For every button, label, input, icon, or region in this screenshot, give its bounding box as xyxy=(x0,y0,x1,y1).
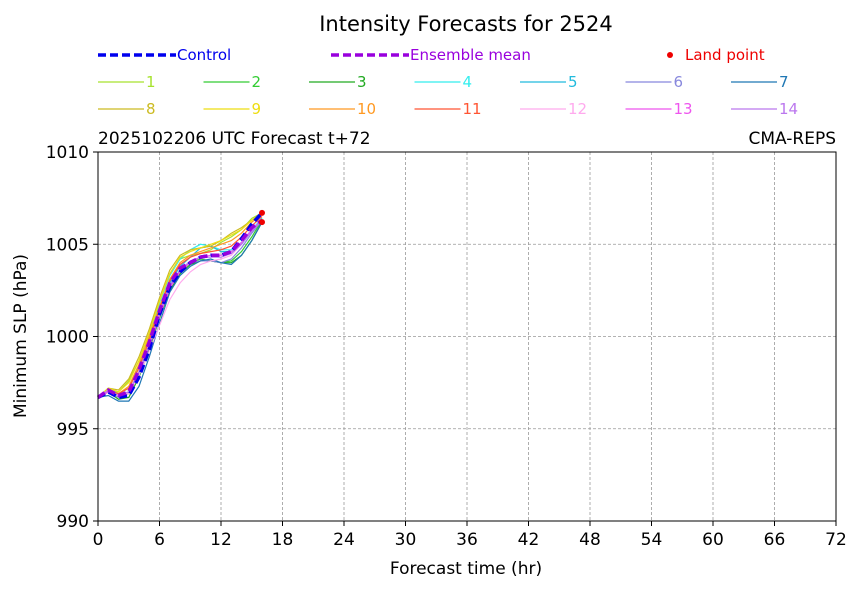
grid xyxy=(98,152,836,521)
legend-item-member-3: 3 xyxy=(309,73,367,91)
y-tick-label-995: 995 xyxy=(57,420,89,440)
legend-label-member-10: 10 xyxy=(357,100,376,118)
series-line-10 xyxy=(97,214,263,398)
legend-item-member-5: 5 xyxy=(520,73,578,91)
legend-item-member-7: 7 xyxy=(731,73,789,91)
chart-title: Intensity Forecasts for 2524 xyxy=(319,12,613,36)
legend-label-member-12: 12 xyxy=(568,100,587,118)
y-tick-label-1000: 1000 xyxy=(46,328,89,348)
legend-label-member-5: 5 xyxy=(568,73,578,91)
legend-item-member-10: 10 xyxy=(309,100,376,118)
legend-label-member-1: 1 xyxy=(146,73,156,91)
legend-label-member-13: 13 xyxy=(674,100,693,118)
subtitle-model: CMA-REPS xyxy=(748,129,836,149)
x-tick-label-6: 6 xyxy=(154,530,165,550)
y-axis-label: Minimum SLP (hPa) xyxy=(11,254,31,418)
y-tick-label-990: 990 xyxy=(57,512,89,532)
y-tick-label-1010: 1010 xyxy=(46,143,89,163)
legend-item-member-13: 13 xyxy=(625,100,693,118)
legend-label-member-7: 7 xyxy=(779,73,789,91)
legend-label-member-2: 2 xyxy=(252,73,262,91)
legend-label-land-point: Land point xyxy=(685,46,765,64)
legend-label-member-6: 6 xyxy=(674,73,684,91)
legend-label-member-11: 11 xyxy=(463,100,482,118)
land-point-0 xyxy=(259,209,265,216)
series-line-8 xyxy=(97,212,263,398)
legend-swatch-land-point xyxy=(667,52,673,58)
legend-item-member-9: 9 xyxy=(203,100,262,118)
x-axis-label: Forecast time (hr) xyxy=(390,559,542,579)
legend-item-control: Control xyxy=(98,46,231,64)
series-lines xyxy=(96,211,264,402)
legend-item-member-11: 11 xyxy=(414,100,482,118)
land-point-1 xyxy=(259,219,265,226)
legend-item-member-8: 8 xyxy=(98,100,156,118)
series-line-9 xyxy=(97,212,263,398)
legend-item-ensemble-mean: Ensemble mean xyxy=(331,46,531,64)
series-line-7 xyxy=(97,221,263,402)
x-tick-label-30: 30 xyxy=(395,530,417,550)
series-line-11 xyxy=(97,216,263,398)
x-tick-label-60: 60 xyxy=(702,530,724,550)
legend-label-member-4: 4 xyxy=(463,73,473,91)
legend-label-member-9: 9 xyxy=(252,100,262,118)
series-line-ensemble-mean xyxy=(96,218,264,399)
x-tick-label-72: 72 xyxy=(825,530,847,550)
legend-item-member-1: 1 xyxy=(98,73,156,91)
land-points xyxy=(259,209,265,226)
x-tick-label-54: 54 xyxy=(641,530,663,550)
x-tick-label-36: 36 xyxy=(456,530,478,550)
legend-label-member-8: 8 xyxy=(146,100,156,118)
legend-label-member-3: 3 xyxy=(357,73,367,91)
x-tick-label-18: 18 xyxy=(272,530,294,550)
y-tick-label-1005: 1005 xyxy=(46,235,89,255)
legend-item-member-4: 4 xyxy=(414,73,473,91)
legend-label-member-14: 14 xyxy=(779,100,798,118)
x-tick-label-12: 12 xyxy=(210,530,232,550)
legend-item-member-6: 6 xyxy=(625,73,684,91)
series-line-3 xyxy=(97,221,263,400)
axis-ticks: 0 6 12 18 24 30 36 42 48 54 60 66 72 990 995 1000 1005 10… xyxy=(46,143,847,550)
legend-item-member-12: 12 xyxy=(520,100,587,118)
x-tick-label-24: 24 xyxy=(333,530,355,550)
x-tick-label-48: 48 xyxy=(579,530,601,550)
x-tick-label-42: 42 xyxy=(518,530,540,550)
legend-label-ensemble-mean: Ensemble mean xyxy=(410,46,531,64)
legend-label-control: Control xyxy=(177,46,231,64)
legend-item-member-2: 2 xyxy=(203,73,262,91)
legend-item-land-point: Land point xyxy=(667,46,765,64)
subtitle-forecast-run: 2025102206 UTC Forecast t+72 xyxy=(98,129,371,149)
legend-item-member-14: 14 xyxy=(731,100,798,118)
x-tick-label-0: 0 xyxy=(93,530,104,550)
plot-frame xyxy=(97,151,837,522)
x-tick-label-66: 66 xyxy=(764,530,786,550)
